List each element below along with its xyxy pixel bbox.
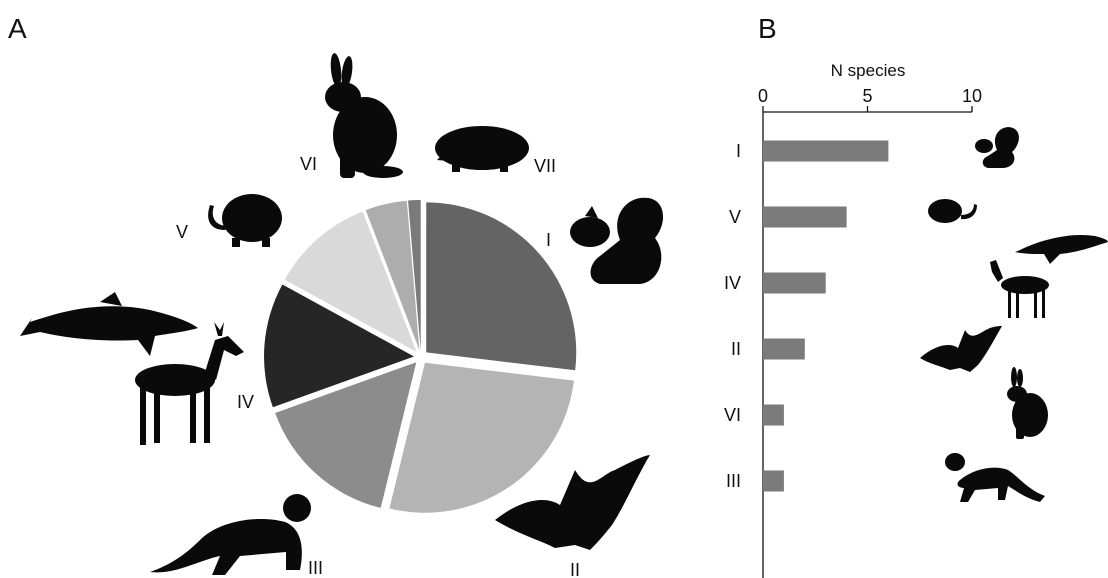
small-marten-icon [945,453,1045,502]
y-tick-label: VI [724,405,741,425]
y-tick-label: IV [724,273,741,293]
hedgehog-icon [435,126,529,172]
mole-icon [208,194,282,247]
pie-slice-iv [264,284,415,408]
y-tick-label: I [736,141,741,161]
pie-slice-v [284,211,417,352]
small-hare-icon [1007,367,1048,439]
pie-slice-iii [275,362,417,508]
small-deer-icon [990,260,1049,318]
pie-label-vii: VII [534,156,556,176]
hare-icon [325,53,403,178]
y-tick-label: II [731,339,741,359]
bat-icon [495,455,650,550]
pie-slice-vi [365,200,420,351]
bar-vi [763,404,784,426]
marten-icon [150,494,311,575]
x-tick-label: 0 [758,86,768,106]
bar-ii [763,338,805,360]
x-tick-label: 10 [962,86,982,106]
pie-label-vi: VI [300,154,317,174]
pie-label-ii: II [570,560,580,578]
pie-slice-ii [389,362,574,513]
pie-label-iii: III [308,558,323,578]
pie-slice-i [426,202,577,371]
squirrel-icon [570,197,664,284]
small-mole-icon [928,199,977,223]
x-tick-label: 5 [862,86,872,106]
small-bat-icon [920,326,1002,372]
pie-label-i: I [546,230,551,250]
y-tick-label: V [729,207,741,227]
small-squirrel-icon [975,127,1019,168]
x-axis-title: N species [831,61,906,80]
bar-iii [763,470,784,492]
pie-chart [264,200,577,513]
bar-v [763,206,847,228]
bar-iv [763,272,826,294]
dolphin-icon [20,292,198,356]
pie-slice-vii [408,200,421,351]
pie-label-iv: IV [237,392,254,412]
panel-label-a: A [8,13,27,44]
y-tick-label: III [726,471,741,491]
panel-label-b: B [758,13,777,44]
small-dolphin-icon [1015,234,1108,264]
pie-label-v: V [176,222,188,242]
bar-i [763,140,889,162]
deer-icon [135,322,244,445]
